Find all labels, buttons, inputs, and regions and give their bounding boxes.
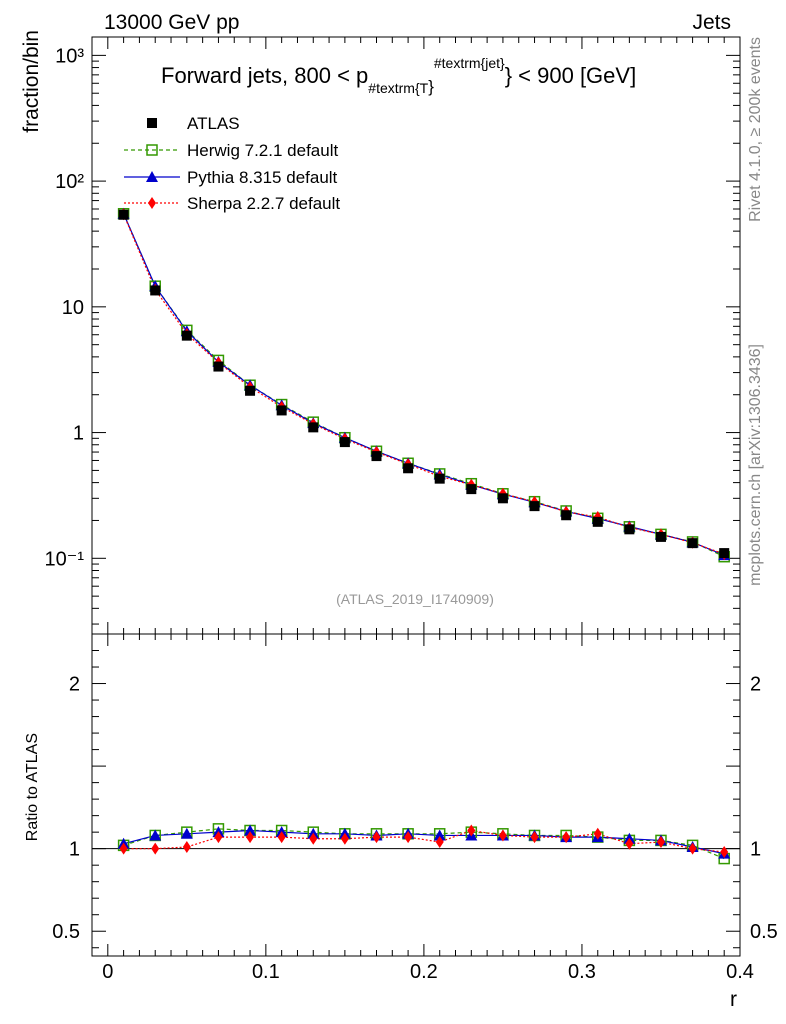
atlas-point (403, 463, 414, 474)
legend-label-herwig: Herwig 7.2.1 default (187, 141, 338, 160)
sherpa-ratio-point (625, 837, 634, 850)
atlas-point (245, 385, 256, 396)
pythia-line (123, 213, 725, 556)
legend-item-pythia: Pythia 8.315 default (124, 168, 338, 187)
chart-title: Forward jets, 800 < p#textrm{T}#textrm{j… (161, 55, 636, 96)
sherpa-ratio-point (656, 836, 665, 849)
atlas-point (434, 473, 445, 484)
atlas-point (150, 285, 161, 296)
sherpa-ratio-point (340, 832, 349, 845)
atlas-point (561, 510, 572, 521)
sherpa-ratio-point (246, 831, 255, 844)
atlas-point (181, 330, 192, 341)
atlas-point (466, 484, 477, 495)
sherpa-ratio-point (530, 831, 539, 844)
x-tick-label: 0.4 (726, 961, 754, 983)
sherpa-ratio-point (435, 836, 444, 849)
legend-marker-sherpa (148, 197, 156, 209)
sherpa-ratio-point (309, 832, 318, 845)
y-axis-label: fraction/bin (20, 30, 43, 133)
ratio-axis-ticks (92, 634, 741, 956)
herwig-line (123, 213, 725, 558)
sherpa-line (123, 214, 725, 555)
atlas-point (529, 501, 540, 512)
main-axis-ticks (92, 37, 741, 634)
y-tick-label: 1 (73, 423, 84, 445)
sherpa-ratio-point (214, 831, 223, 844)
title-subscript-close: } (428, 77, 434, 96)
atlas-point (276, 405, 287, 416)
atlas-point (497, 493, 508, 504)
legend-marker-herwig (146, 144, 158, 156)
atlas-point (213, 361, 224, 372)
legend-label-atlas: ATLAS (187, 114, 240, 133)
legend-marker-atlas (147, 118, 157, 128)
sherpa-ratio-point (372, 831, 381, 844)
legend-marker-pythia (146, 171, 158, 182)
sherpa-ratio-point (720, 845, 729, 858)
atlas-point (118, 209, 129, 220)
sherpa-ratio-point (404, 831, 413, 844)
header-left: 13000 GeV pp (104, 11, 239, 34)
atlas-point (339, 437, 350, 448)
ratio-plot-frame (91, 633, 741, 957)
pythia-ratio-point (244, 824, 257, 836)
mcplots-label: mcplots.cern.ch [arXiv:1306.3436] (747, 344, 764, 586)
ratio-tick-label-right: 1 (750, 839, 761, 861)
legend-item-sherpa: Sherpa 2.2.7 default (124, 194, 340, 213)
ratio-tick-label: 2 (69, 674, 80, 696)
x-tick-label: 0 (102, 961, 113, 983)
x-tick-labels: 0 0.1 0.2 0.3 0.4 (102, 961, 754, 983)
sherpa-ratio-point (498, 829, 507, 842)
ratio-series-layer (117, 823, 731, 865)
x-tick-label: 0.2 (410, 961, 438, 983)
pythia-ratio-point (433, 829, 446, 841)
sherpa-ratio-point (562, 831, 571, 844)
title-prefix: Forward jets, 800 < p (161, 63, 368, 88)
rivet-label: Rivet 4.1.0, ≥ 200k events (747, 37, 764, 222)
pythia-ratio-point (149, 829, 162, 841)
ratio-tick-label: 0.5 (52, 921, 80, 943)
ratio-tick-label-right: 2 (750, 674, 761, 696)
title-subscript: #textrm{T (368, 80, 428, 96)
sherpa-ratio-point (151, 842, 160, 855)
atlas-point (719, 548, 730, 559)
legend-item-herwig: Herwig 7.2.1 default (124, 141, 338, 160)
legend-label-pythia: Pythia 8.315 default (187, 168, 338, 187)
ratio-tick-label: 1 (69, 839, 80, 861)
y-tick-label: 10⁻¹ (45, 548, 85, 570)
ratio-tick-label-right: 0.5 (750, 921, 778, 943)
ratio-tick-labels: 0.5 0.5 1 1 2 2 (52, 674, 778, 944)
header-right: Jets (692, 11, 731, 34)
y-tick-label: 10² (55, 171, 84, 193)
sherpa-ratio-point (182, 841, 191, 854)
legend-item-atlas: ATLAS (147, 114, 240, 133)
sherpa-ratio-point (688, 842, 697, 855)
y-tick-label: 10 (62, 297, 84, 319)
legend-label-sherpa: Sherpa 2.2.7 default (187, 194, 340, 213)
ratio-axis-label: Ratio to ATLAS (24, 733, 41, 841)
atlas-point (655, 531, 666, 542)
atlas-point (624, 524, 635, 535)
analysis-watermark: (ATLAS_2019_I1740909) (336, 591, 494, 607)
series-layer (117, 207, 731, 563)
sherpa-ratio-point (119, 842, 128, 855)
y-tick-label: 10³ (55, 45, 84, 67)
x-tick-label: 0.1 (252, 961, 280, 983)
legend: ATLAS Herwig 7.2.1 default Pythia 8.315 de… (124, 114, 340, 213)
atlas-point (371, 451, 382, 462)
x-tick-label: 0.3 (568, 961, 596, 983)
atlas-point (308, 422, 319, 433)
sherpa-ratio-point (467, 824, 476, 837)
x-axis-label: r (730, 988, 737, 1011)
pythia-ratio-point (180, 827, 193, 839)
title-superscript: #textrm{jet} (434, 55, 505, 71)
sherpa-ratio-point (277, 831, 286, 844)
title-suffix: } < 900 [GeV] (505, 63, 636, 88)
y-tick-labels: 10⁻¹ 1 10 10² 10³ (45, 45, 85, 570)
sherpa-ratio-point (593, 827, 602, 840)
atlas-point (687, 538, 698, 549)
atlas-point (592, 516, 603, 527)
